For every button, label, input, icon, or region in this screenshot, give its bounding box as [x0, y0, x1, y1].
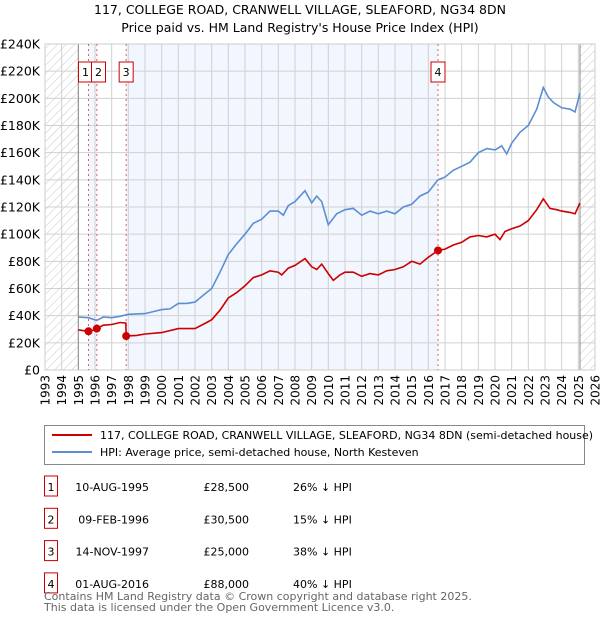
x-tick-label: 2026 [589, 375, 600, 406]
sale-label-number: 4 [435, 66, 442, 79]
sale-date: 01-AUG-2016 [75, 578, 149, 591]
y-tick-label: £60K [8, 281, 41, 296]
legend-label-hpi: HPI: Average price, semi-detached house,… [100, 446, 419, 459]
y-tick-label: £180K [0, 118, 41, 133]
sale-date: 14-NOV-1997 [75, 546, 149, 559]
x-tick-label: 1996 [89, 375, 103, 406]
chart-title: 117, COLLEGE ROAD, CRANWELL VILLAGE, SLE… [94, 2, 506, 17]
x-tick-label: 1995 [72, 375, 86, 406]
y-tick-label: £40K [8, 308, 41, 323]
sale-price: £28,500 [204, 481, 250, 494]
sale-point [122, 332, 130, 340]
x-tick-label: 2025 [572, 375, 586, 406]
x-tick-label: 2013 [372, 375, 386, 406]
sale-label-number: 1 [82, 66, 89, 79]
legend-label-property: 117, COLLEGE ROAD, CRANWELL VILLAGE, SLE… [100, 429, 593, 442]
row-number: 1 [48, 481, 55, 494]
sale-label-number: 3 [123, 66, 130, 79]
y-tick-label: £160K [0, 145, 41, 160]
footer-licence: This data is licensed under the Open Gov… [43, 601, 394, 614]
x-tick-label: 1994 [55, 375, 69, 406]
sale-date: 09-FEB-1996 [78, 513, 149, 526]
legend: 117, COLLEGE ROAD, CRANWELL VILLAGE, SLE… [45, 426, 594, 465]
hpi-comparison: 15% ↓ HPI [293, 513, 352, 526]
sale-point [93, 325, 101, 333]
sale-date: 10-AUG-1995 [75, 481, 149, 494]
x-tick-label: 1999 [139, 375, 153, 406]
x-tick-label: 2002 [189, 375, 203, 406]
hpi-comparison: 38% ↓ HPI [293, 546, 352, 559]
x-tick-label: 2009 [305, 375, 319, 406]
x-tick-label: 2016 [422, 375, 436, 406]
chart-subtitle: Price paid vs. HM Land Registry's House … [121, 20, 478, 35]
sale-price: £30,500 [204, 513, 250, 526]
x-tick-label: 2020 [489, 375, 503, 406]
x-tick-label: 2018 [455, 375, 469, 406]
row-number: 3 [48, 546, 55, 559]
sale-price: £88,000 [204, 578, 250, 591]
x-tick-label: 2008 [289, 375, 303, 406]
x-tick-label: 2004 [222, 375, 236, 406]
y-tick-label: £80K [8, 254, 41, 269]
x-tick-label: 2015 [405, 375, 419, 406]
x-tick-label: 1998 [122, 375, 136, 406]
y-tick-label: £100K [0, 227, 41, 242]
hpi-comparison: 40% ↓ HPI [293, 578, 352, 591]
x-tick-label: 1997 [105, 375, 119, 406]
x-tick-label: 2021 [505, 375, 519, 406]
x-tick-label: 2006 [255, 375, 269, 406]
x-tick-label: 2000 [155, 375, 169, 406]
table-row: 3 14-NOV-1997 £25,000 38% ↓ HPI [45, 541, 352, 561]
x-tick-label: 2001 [172, 375, 186, 406]
sale-point [434, 246, 442, 254]
row-number: 4 [48, 578, 55, 591]
y-tick-label: £140K [0, 172, 41, 187]
x-tick-label: 2017 [439, 375, 453, 406]
x-tick-label: 2007 [272, 375, 286, 406]
sale-label-number: 2 [95, 66, 102, 79]
x-tick-label: 2024 [555, 375, 569, 406]
sales-table: 1 10-AUG-1995 £28,500 26% ↓ HPI 2 09-FEB-1996… [45, 476, 352, 593]
x-tick-label: 1993 [39, 375, 53, 406]
x-tick-label: 2022 [522, 375, 536, 406]
y-tick-label: £0 [24, 363, 40, 378]
y-tick-label: £240K [0, 37, 41, 52]
x-tick-label: 2019 [472, 375, 486, 406]
table-row: 2 09-FEB-1996 £30,500 15% ↓ HPI [45, 508, 352, 528]
sale-price: £25,000 [204, 546, 250, 559]
row-number: 2 [48, 513, 55, 526]
x-tick-label: 2023 [539, 375, 553, 406]
hpi-comparison: 26% ↓ HPI [293, 481, 352, 494]
y-tick-label: £120K [0, 200, 41, 215]
x-tick-label: 2011 [339, 375, 353, 406]
table-row: 1 10-AUG-1995 £28,500 26% ↓ HPI [45, 476, 352, 496]
x-tick-label: 2010 [322, 375, 336, 406]
x-tick-label: 2003 [205, 375, 219, 406]
y-tick-label: £20K [8, 335, 41, 350]
x-tick-label: 2005 [239, 375, 253, 406]
x-tick-label: 2012 [355, 375, 369, 406]
x-tick-label: 2014 [389, 375, 403, 406]
sale-point [85, 327, 93, 335]
y-tick-label: £220K [0, 64, 41, 79]
y-tick-label: £200K [0, 91, 41, 106]
